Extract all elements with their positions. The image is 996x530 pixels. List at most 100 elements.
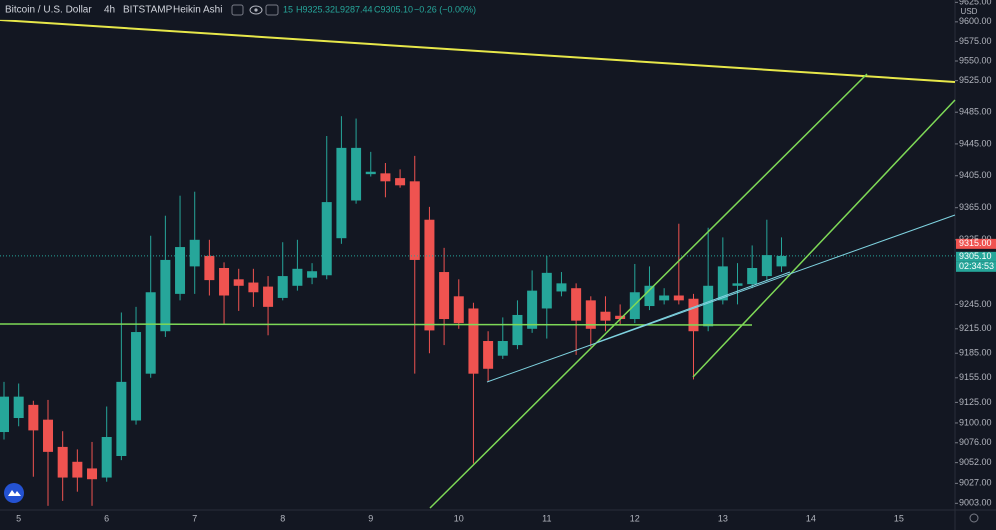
y-tick-label: 9485.00 bbox=[959, 107, 992, 117]
trend-line bbox=[486, 214, 956, 383]
high-value: H9325.32 bbox=[296, 4, 335, 14]
candle-body bbox=[497, 341, 508, 356]
x-tick-label: 6 bbox=[104, 513, 109, 523]
candle-body bbox=[43, 419, 54, 452]
candle-body bbox=[409, 181, 420, 260]
price-marker-label: 9315.00 bbox=[959, 238, 992, 248]
candle-body bbox=[351, 147, 362, 201]
horizontal-line bbox=[0, 323, 753, 326]
currency-label: USD bbox=[961, 7, 978, 16]
x-tick-label: 13 bbox=[718, 513, 728, 523]
low-value: L9287.44 bbox=[335, 4, 373, 14]
candle-body bbox=[0, 396, 9, 433]
symbol-title: Bitcoin / U.S. Dollar bbox=[5, 5, 92, 16]
candle-body bbox=[28, 404, 39, 431]
candle-body bbox=[776, 255, 787, 267]
trend-line bbox=[597, 271, 791, 343]
candle-body bbox=[101, 436, 112, 478]
candle-body bbox=[307, 271, 318, 278]
candle-body bbox=[131, 332, 142, 421]
candle-body bbox=[248, 282, 259, 293]
header-bg bbox=[0, 0, 470, 20]
settings-gear[interactable] bbox=[969, 513, 979, 523]
x-tick-label: 15 bbox=[894, 513, 904, 523]
price-marker-label: 9305.10 bbox=[959, 251, 992, 261]
interval[interactable]: 4h bbox=[104, 5, 115, 16]
x-tick-label: 8 bbox=[280, 513, 285, 523]
candle-body bbox=[527, 290, 538, 329]
y-tick-label: 9027.00 bbox=[959, 478, 992, 488]
visibility-icon-pupil bbox=[254, 8, 258, 12]
candle-body bbox=[263, 286, 274, 307]
y-tick-label: 9405.00 bbox=[959, 170, 992, 180]
open-value: 15 bbox=[283, 4, 293, 14]
y-tick-label: 9003.00 bbox=[959, 498, 992, 508]
candle-body bbox=[72, 461, 83, 478]
candle-body bbox=[747, 268, 758, 285]
visibility-icon[interactable] bbox=[249, 5, 263, 15]
candle-body bbox=[116, 381, 127, 457]
y-tick-label: 9155.00 bbox=[959, 372, 992, 382]
settings-icon[interactable] bbox=[265, 4, 279, 16]
countdown: 02:34:53 bbox=[959, 261, 994, 271]
candle-body bbox=[556, 283, 567, 292]
plot-area bbox=[0, 116, 955, 506]
candle-body bbox=[219, 268, 230, 296]
candle-body bbox=[644, 285, 655, 307]
candle-body bbox=[600, 311, 611, 321]
close-value: C9305.10 bbox=[374, 4, 413, 14]
y-tick-label: 9575.00 bbox=[959, 36, 992, 46]
candle-body bbox=[175, 247, 186, 294]
x-tick-label: 10 bbox=[454, 513, 464, 523]
y-tick-label: 9076.00 bbox=[959, 437, 992, 447]
candle-body bbox=[703, 285, 714, 327]
candle-body bbox=[483, 341, 494, 369]
y-tick-label: 9100.00 bbox=[959, 417, 992, 427]
candle-body bbox=[541, 272, 552, 309]
candle-body bbox=[395, 178, 406, 186]
candle-body bbox=[717, 266, 728, 301]
logo-icon bbox=[8, 490, 21, 496]
price-marker bbox=[956, 251, 996, 262]
y-tick-label: 9525.00 bbox=[959, 75, 992, 85]
candle-body bbox=[424, 219, 435, 331]
trend-line bbox=[0, 19, 956, 83]
x-tick-label: 14 bbox=[806, 513, 816, 523]
candle-body bbox=[189, 239, 200, 267]
candle-body bbox=[615, 315, 626, 320]
candle-body bbox=[87, 468, 98, 480]
candle-body bbox=[439, 272, 450, 320]
y-tick-label: 9445.00 bbox=[959, 138, 992, 148]
chart-style: Heikin Ashi bbox=[173, 5, 222, 16]
candle-body bbox=[585, 300, 596, 329]
y-tick-label: 9125.00 bbox=[959, 397, 992, 407]
candle-body bbox=[204, 255, 215, 281]
x-tick-label: 9 bbox=[368, 513, 373, 523]
y-tick-label: 9245.00 bbox=[959, 299, 992, 309]
y-tick-label: 9550.00 bbox=[959, 55, 992, 65]
candle-body bbox=[336, 147, 347, 239]
candle-body bbox=[453, 296, 464, 324]
y-tick-label: 9052.00 bbox=[959, 457, 992, 467]
y-tick-label: 9625.00 bbox=[959, 0, 992, 7]
candle-body bbox=[321, 202, 332, 276]
candle-body bbox=[512, 314, 523, 346]
candle-body bbox=[277, 276, 288, 298]
candle-body bbox=[732, 283, 743, 286]
x-tick-label: 7 bbox=[192, 513, 197, 523]
candle-body bbox=[571, 288, 582, 321]
exchange: BITSTAMP bbox=[123, 5, 173, 16]
channel-line bbox=[692, 99, 956, 378]
candle-body bbox=[57, 446, 68, 478]
x-tick-label: 11 bbox=[542, 513, 551, 523]
x-tick-label: 12 bbox=[630, 513, 640, 523]
change-value: −0.26 (−0.00%) bbox=[414, 4, 476, 14]
candle-body bbox=[468, 308, 479, 374]
candle-body bbox=[673, 295, 684, 301]
candle-body bbox=[365, 171, 376, 175]
collapse-icon[interactable] bbox=[231, 4, 244, 16]
candle-body bbox=[659, 295, 670, 301]
y-tick-label: 9215.00 bbox=[959, 323, 992, 333]
